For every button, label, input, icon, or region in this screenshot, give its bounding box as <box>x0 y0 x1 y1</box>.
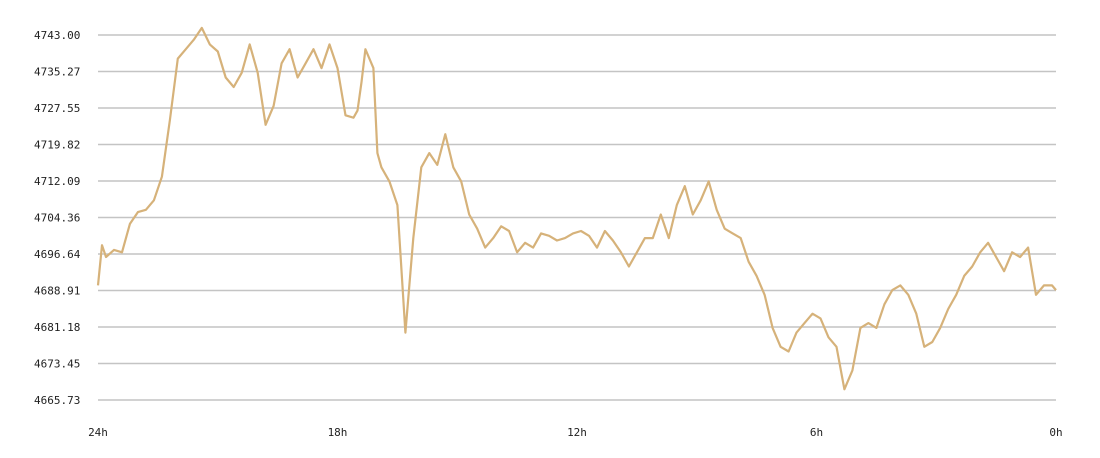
y-tick-label: 4665.73 <box>34 394 80 407</box>
x-tick-label: 6h <box>810 426 823 439</box>
y-tick-label: 4704.36 <box>34 212 80 225</box>
y-tick-label: 4673.45 <box>34 358 80 371</box>
y-axis-tick-labels: 4743.00 4735.27 4727.55 4719.82 4712.09 4704.… <box>34 29 81 407</box>
y-tick-label: 4712.09 <box>34 175 80 188</box>
x-tick-label: 18h <box>328 426 348 439</box>
y-tick-label: 4743.00 <box>34 29 80 42</box>
y-tick-label: 4688.91 <box>34 285 80 298</box>
y-tick-label: 4719.82 <box>34 138 80 151</box>
y-tick-label: 4681.18 <box>34 321 80 334</box>
x-axis-tick-labels: 24h 18h 12h 6h 0h <box>88 426 1063 439</box>
gridlines <box>98 34 1056 401</box>
y-tick-label: 4727.55 <box>34 102 80 115</box>
price-series-line <box>96 26 1057 391</box>
x-tick-label: 24h <box>88 426 108 439</box>
series-layer <box>96 26 1057 391</box>
x-tick-label: 0h <box>1049 426 1062 439</box>
y-tick-label: 4696.64 <box>34 248 81 261</box>
y-tick-label: 4735.27 <box>34 66 80 79</box>
x-tick-label: 12h <box>567 426 587 439</box>
